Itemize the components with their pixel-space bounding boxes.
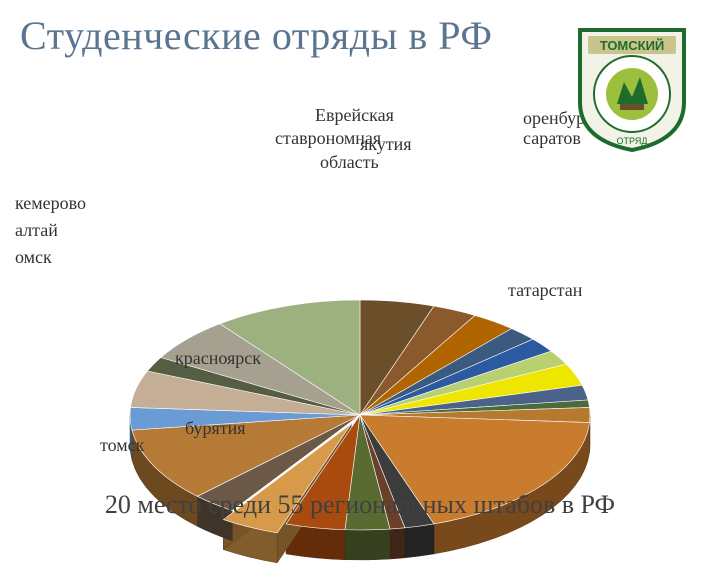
label-oblast: область [320, 152, 379, 173]
logo-bottom-text: ОТРЯД [617, 136, 648, 146]
label-buryatia: бурятия [185, 418, 246, 439]
label-tomsk: томск [100, 435, 144, 456]
logo-top-text: ТОМСКИЙ [600, 38, 665, 53]
label-omsk: омск [15, 247, 52, 268]
pie-chart [30, 250, 690, 580]
label-kemerovo: кемерово [15, 193, 86, 214]
label-tatarstan: татарстан [508, 280, 582, 301]
page-title: Студенческие отряды в РФ [20, 12, 492, 59]
label-altai: алтай [15, 220, 58, 241]
tomsk-logo: ТОМСКИЙ ОТРЯД [572, 22, 692, 152]
label-jewish: Еврейская [315, 105, 394, 126]
chart-caption: 20 место среди 55 региональных штабов в … [0, 490, 720, 520]
label-krasnoyarsk: красноярск [175, 348, 261, 369]
